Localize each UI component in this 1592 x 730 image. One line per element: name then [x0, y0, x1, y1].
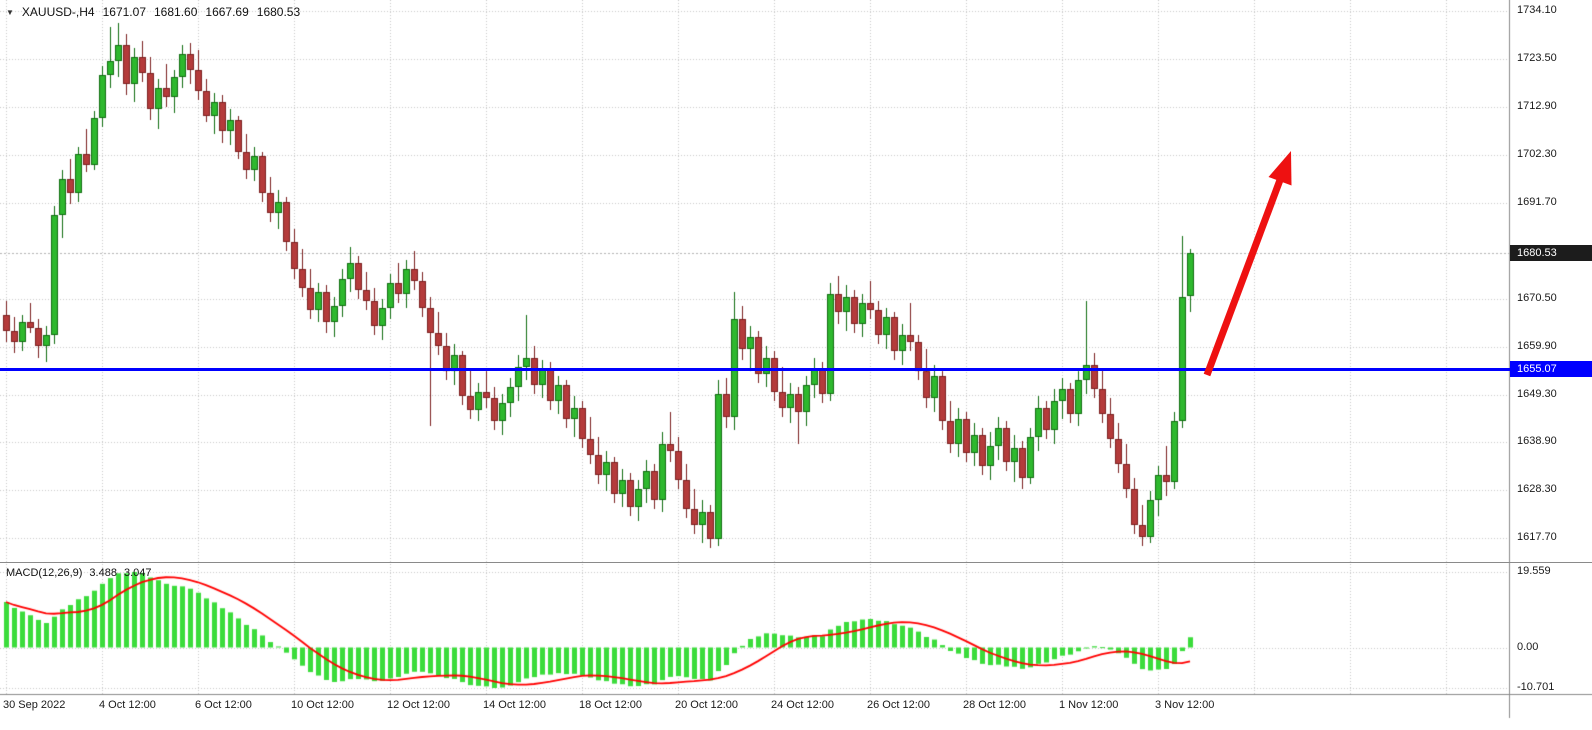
time-axis-label: 1 Nov 12:00	[1059, 699, 1119, 711]
symbol-timeframe-label: XAUUSD-,H4	[21, 5, 95, 19]
price-axis[interactable]: 1734.10 1723.50 1712.90 1702.30 1691.70 1670.…	[1510, 0, 1592, 562]
time-axis-label: 30 Sep 2022	[3, 699, 66, 711]
support-line[interactable]	[0, 368, 1592, 371]
macd-name-label: MACD(12,26,9)	[6, 567, 83, 579]
price-axis-label: 1734.10	[1517, 4, 1557, 16]
time-axis[interactable]: 30 Sep 2022 4 Oct 12:00 6 Oct 12:00 10 Oct …	[0, 695, 1592, 718]
panel-divider[interactable]	[0, 562, 1592, 563]
ohlc-low-value: 1667.69	[205, 5, 249, 19]
time-axis-label: 3 Nov 12:00	[1155, 699, 1215, 711]
support-price-badge: 1655.07	[1510, 361, 1592, 377]
price-axis-label: 1691.70	[1517, 195, 1557, 208]
time-axis-label: 28 Oct 12:00	[963, 699, 1026, 711]
time-axis-label: 10 Oct 12:00	[291, 699, 354, 711]
macd-signal-value: 3.047	[123, 567, 152, 579]
macd-indicator-label: MACD(12,26,9) 3.488 3.047	[6, 567, 151, 579]
macd-scale-label: 0.00	[1517, 640, 1539, 653]
current-price-badge: 1680.53	[1510, 245, 1592, 261]
time-axis-label: 6 Oct 12:00	[195, 699, 252, 711]
price-axis-label: 1659.90	[1517, 339, 1557, 352]
price-axis-label: 1649.30	[1517, 387, 1557, 400]
ohlc-high-value: 1681.60	[154, 5, 198, 19]
price-axis-label: 1670.50	[1517, 291, 1557, 304]
time-axis-label: 26 Oct 12:00	[867, 699, 930, 711]
price-axis-label: 1628.30	[1517, 482, 1557, 495]
symbol-dropdown-icon[interactable]: ▼	[6, 7, 14, 17]
price-axis-label: 1617.70	[1517, 530, 1557, 543]
macd-scale[interactable]: 19.559 0.00 -10.701	[1510, 562, 1592, 694]
macd-main-value: 3.488	[89, 567, 117, 579]
time-axis-label: 4 Oct 12:00	[99, 699, 156, 711]
price-axis-label: 1712.90	[1517, 99, 1557, 112]
time-axis-label: 24 Oct 12:00	[771, 699, 834, 711]
time-axis-label: 20 Oct 12:00	[675, 699, 738, 711]
ohlc-close-value: 1680.53	[256, 5, 301, 19]
macd-scale-label: 19.559	[1517, 565, 1551, 577]
time-axis-label: 12 Oct 12:00	[387, 699, 450, 711]
price-axis-label: 1638.90	[1517, 434, 1557, 447]
price-axis-label: 1723.50	[1517, 51, 1557, 64]
macd-scale-label: -10.701	[1517, 681, 1555, 693]
price-axis-label: 1702.30	[1517, 147, 1557, 160]
ohlc-open-value: 1671.07	[102, 5, 146, 19]
time-axis-label: 18 Oct 12:00	[579, 699, 642, 711]
symbol-info-bar: ▼ XAUUSD-,H4 1671.07 1681.60 1667.69 168…	[6, 5, 300, 19]
time-axis-label: 14 Oct 12:00	[483, 699, 546, 711]
